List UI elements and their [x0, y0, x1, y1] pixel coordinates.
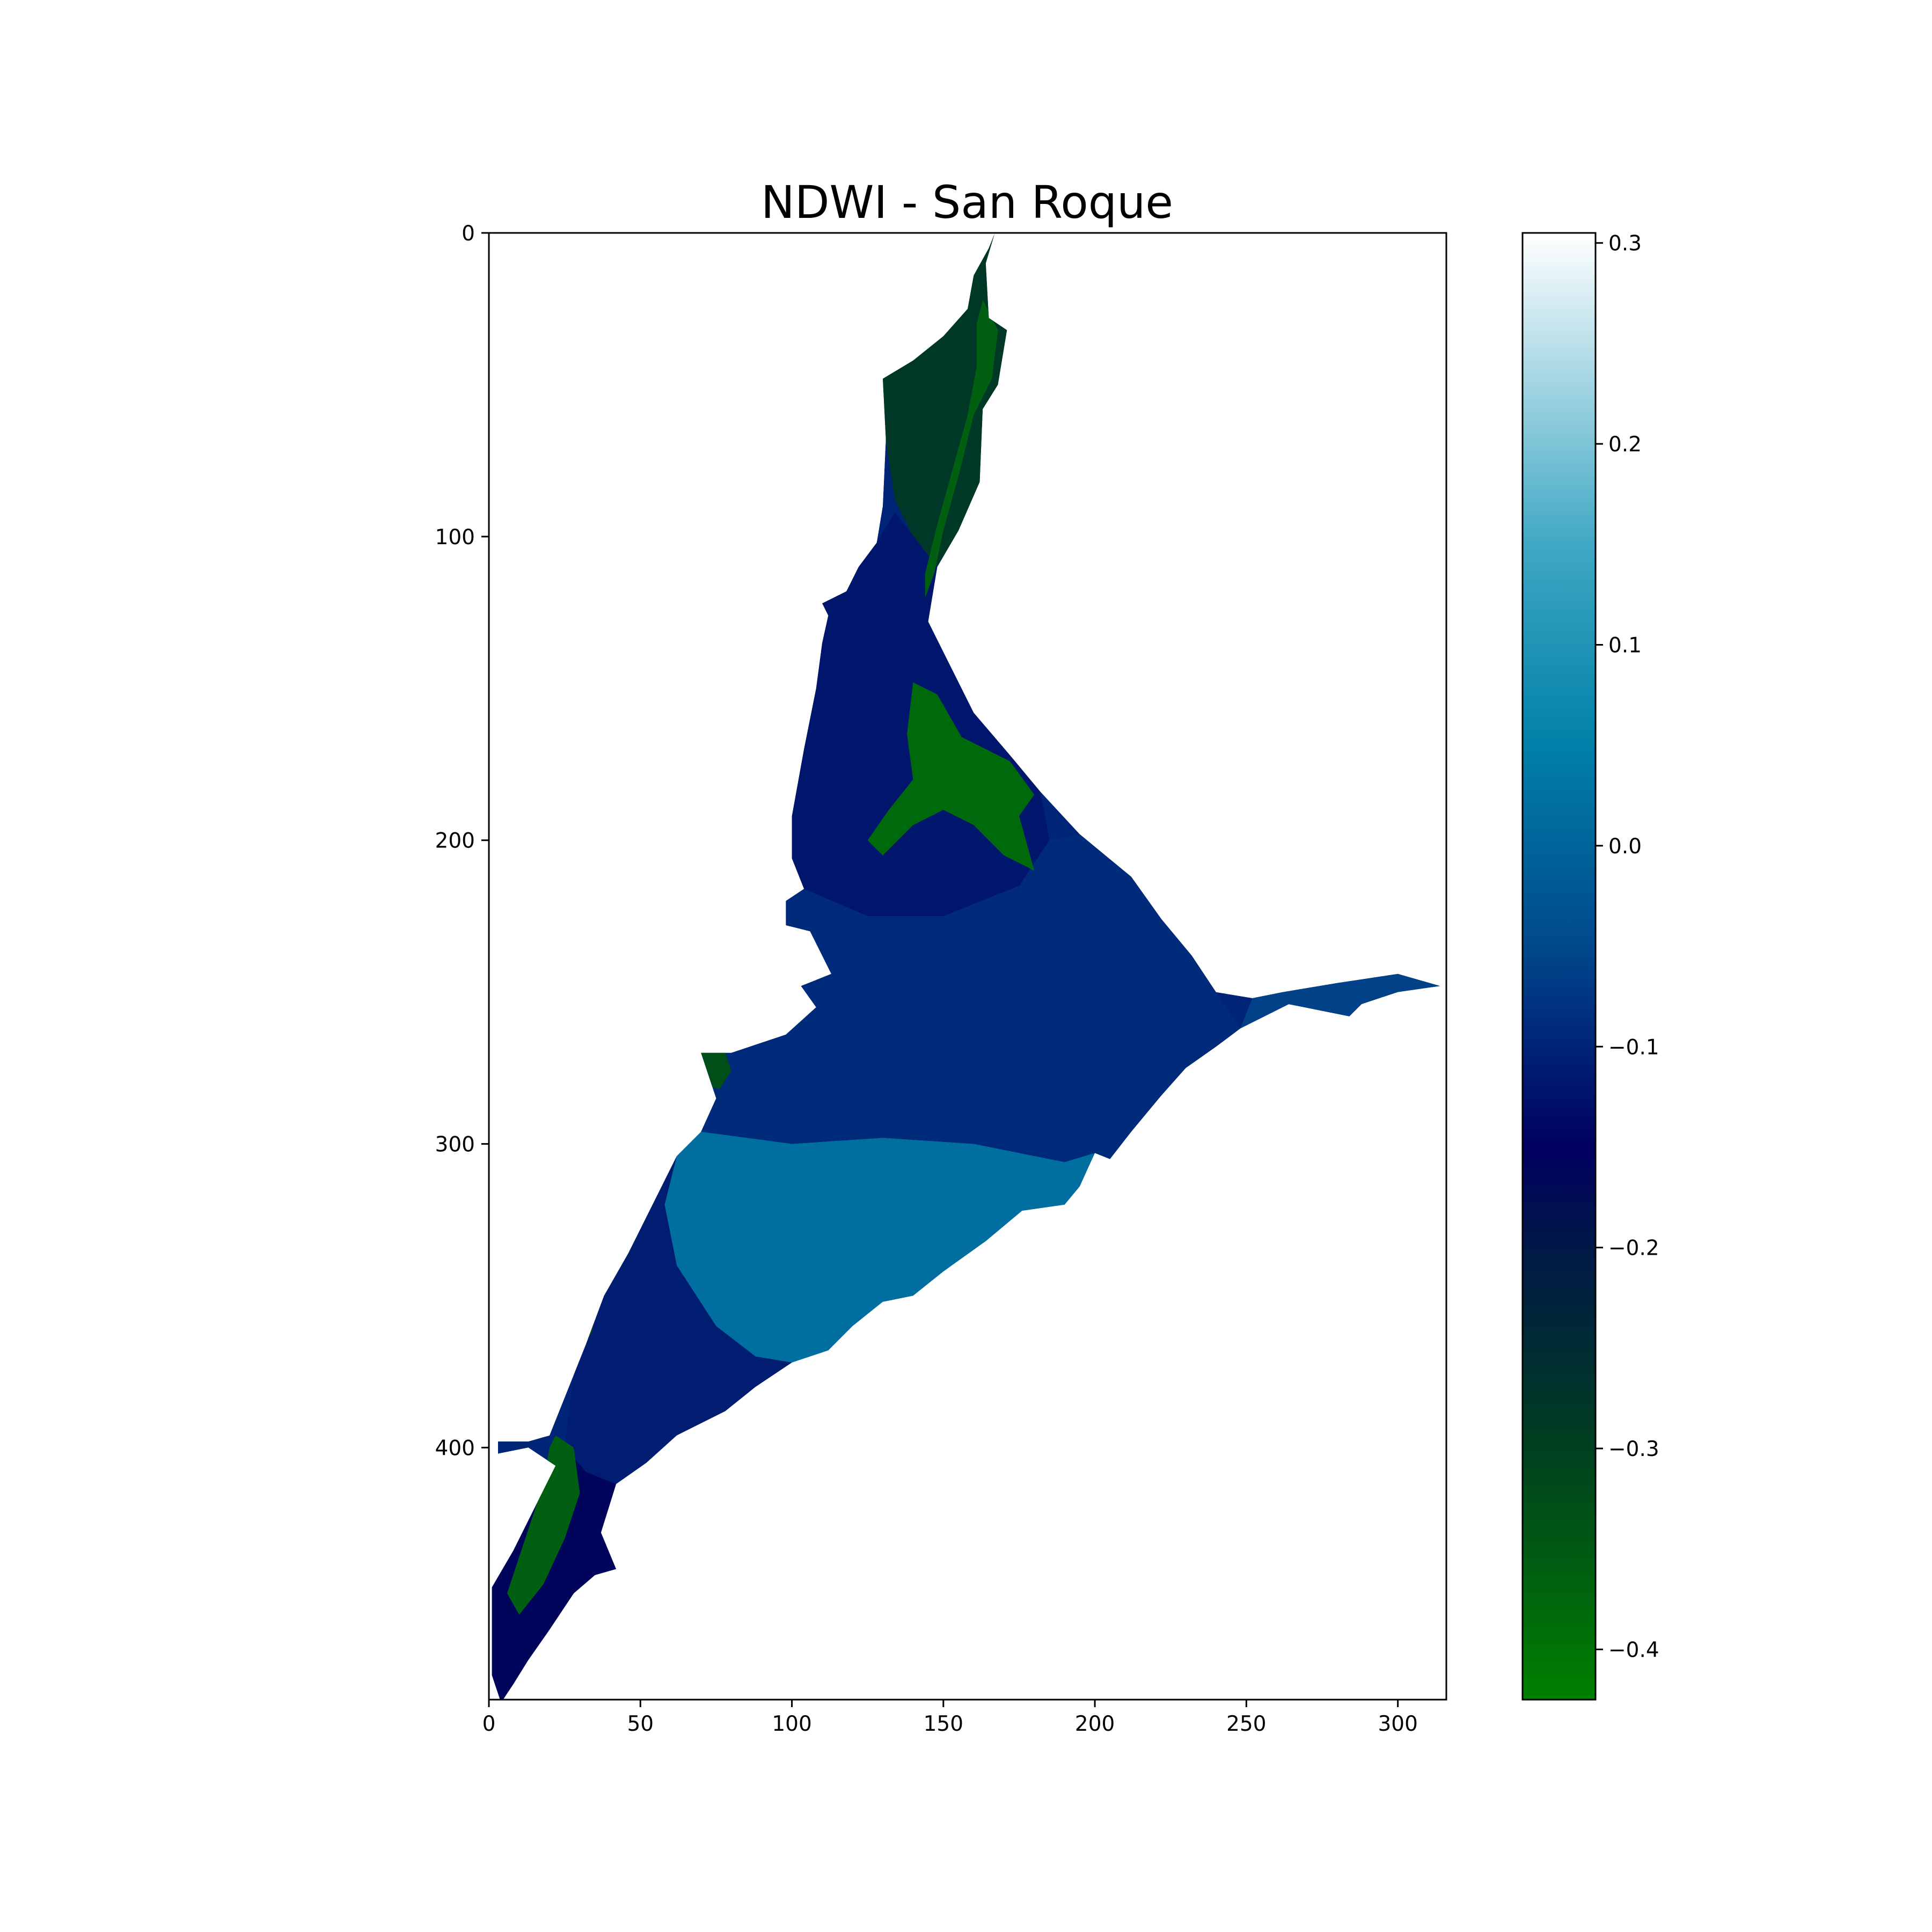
ndwi-zone-western-shore — [565, 1156, 792, 1484]
x-tick-label: 0 — [482, 1712, 496, 1736]
colorbar: 0.3 0.2 0.1 0.0 −0.1 −0.2 −0.3 −0.4 — [1521, 232, 1659, 1701]
colorbar-tick-label: 0.1 — [1608, 633, 1642, 657]
reservoir-image — [492, 233, 1440, 1700]
x-tick-label: 200 — [1075, 1712, 1115, 1736]
colorbar-tick-label: −0.4 — [1608, 1638, 1659, 1662]
colorbar-tick-label: −0.1 — [1608, 1035, 1659, 1059]
colorbar-body — [1521, 232, 1597, 1701]
ndwi-zone-north-vegetation-strip — [925, 299, 998, 597]
x-axis: 0 50 100 150 200 250 300 — [482, 1700, 1418, 1736]
ndwi-zone-eastern-arm — [1240, 974, 1440, 1029]
y-tick-label: 400 — [435, 1436, 475, 1460]
ndwi-zone-southern-tail — [492, 1447, 617, 1700]
colorbar-tick-label: −0.3 — [1608, 1437, 1659, 1461]
plot-frame — [488, 232, 1447, 1701]
x-tick-label: 50 — [627, 1712, 654, 1736]
ndwi-zone-southern-basin — [664, 1131, 1095, 1363]
colorbar-tick-label: 0.3 — [1608, 232, 1642, 256]
x-tick-label: 100 — [772, 1712, 811, 1736]
y-tick-label: 300 — [435, 1133, 475, 1157]
x-tick-label: 300 — [1378, 1712, 1417, 1736]
ndwi-zone-tail-vegetation — [507, 1435, 580, 1615]
y-tick-label: 0 — [462, 222, 475, 246]
colorbar-tick-label: 0.0 — [1608, 835, 1642, 859]
colorbar-tick-label: −0.2 — [1608, 1236, 1659, 1261]
ndwi-zone-upper-basin-vegetation — [867, 682, 1035, 871]
colorbar-tick-label: 0.2 — [1608, 433, 1642, 457]
chart-title: NDWI - San Roque — [761, 176, 1173, 229]
ndwi-zone-northern-channel — [882, 233, 1007, 567]
plot-area — [492, 233, 1440, 1700]
y-tick-label: 200 — [435, 829, 475, 853]
colorbar-ticks: 0.3 0.2 0.1 0.0 −0.1 −0.2 −0.3 −0.4 — [1596, 232, 1659, 1662]
ndwi-zone-central-basin — [701, 834, 1241, 1162]
y-axis: 0 100 200 300 400 — [435, 222, 489, 1460]
y-tick-label: 100 — [435, 525, 475, 550]
x-tick-label: 150 — [924, 1712, 963, 1736]
x-tick-label: 250 — [1226, 1712, 1266, 1736]
